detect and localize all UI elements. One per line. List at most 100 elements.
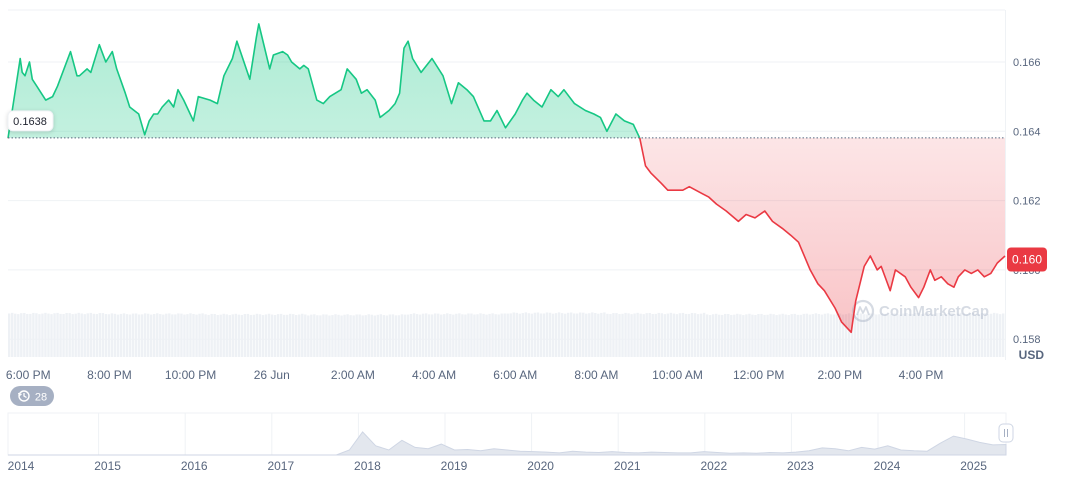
volume-bar xyxy=(301,313,304,357)
volume-bar xyxy=(128,314,132,357)
volume-bar xyxy=(89,312,92,357)
volume-bar xyxy=(59,313,62,357)
volume-bar xyxy=(542,313,546,357)
volume-bar xyxy=(340,315,343,357)
volume-bar xyxy=(796,314,799,357)
volume-bar xyxy=(606,313,609,357)
volume-bar xyxy=(38,314,41,357)
volume-bar xyxy=(793,313,796,357)
volume-bar xyxy=(639,313,642,357)
navigator-handle[interactable] xyxy=(998,423,1014,443)
volume-bar xyxy=(917,313,920,357)
volume-bar xyxy=(850,313,854,357)
volume-bar xyxy=(225,314,228,357)
volume-bar xyxy=(802,313,805,357)
volume-bar xyxy=(32,312,35,357)
volume-bar xyxy=(352,315,355,357)
price-area xyxy=(8,23,1005,333)
volume-bar xyxy=(938,312,941,357)
volume-bar xyxy=(391,314,395,357)
volume-bar xyxy=(446,313,449,357)
volume-bar xyxy=(627,313,630,357)
volume-bar xyxy=(781,313,784,357)
volume-bar xyxy=(980,313,984,357)
volume-bar xyxy=(449,313,452,357)
volume-bar xyxy=(95,314,99,357)
volume-bar xyxy=(841,314,845,357)
volume-bar xyxy=(657,312,660,357)
y-tick-label: 0.162 xyxy=(1013,196,1041,208)
volume-bar xyxy=(757,314,760,357)
navigator-year-label: 2019 xyxy=(441,459,468,473)
volume-bar xyxy=(666,313,670,357)
volume-bar xyxy=(201,313,204,357)
volume-bar xyxy=(285,314,289,357)
volume-bar xyxy=(869,313,872,357)
volume-bar xyxy=(890,313,893,357)
volume-bar xyxy=(717,314,721,357)
volume-bar xyxy=(433,313,437,357)
range-navigator[interactable]: 2014 2015 2016 2017 2018 2019 2020 2021 2022 2023… xyxy=(7,412,1014,473)
volume-bar xyxy=(291,314,295,357)
volume-bar xyxy=(473,314,476,357)
volume-bar xyxy=(246,313,250,357)
volume-bar xyxy=(760,313,763,357)
volume-bar xyxy=(591,312,594,357)
volume-bar xyxy=(14,313,17,357)
y-tick-label: 0.166 xyxy=(1013,57,1041,69)
x-tick-label: 26 Jun xyxy=(254,368,290,382)
volume-bar xyxy=(288,313,292,357)
y-axis: 0.158 0.160 0.162 0.164 0.166 xyxy=(1013,57,1041,346)
volume-bar xyxy=(814,313,818,357)
volume-bar xyxy=(612,313,615,357)
volume-bar xyxy=(113,313,117,357)
volume-bar xyxy=(331,315,334,357)
volume-bar xyxy=(388,314,392,357)
volume-bar xyxy=(458,313,461,357)
navigator-year-label: 2023 xyxy=(787,459,814,473)
volume-bar xyxy=(455,313,458,357)
volume-bar xyxy=(663,314,667,357)
volume-bar xyxy=(944,313,947,357)
volume-bar xyxy=(319,315,322,357)
volume-bar xyxy=(896,314,899,357)
volume-bar xyxy=(174,314,177,357)
volume-bar xyxy=(908,313,911,357)
volume-bar xyxy=(364,315,367,357)
volume-bar xyxy=(11,312,14,357)
volume-bar xyxy=(642,314,645,357)
history-count: 28 xyxy=(35,392,47,404)
volume-bar xyxy=(566,312,570,357)
volume-bar xyxy=(231,314,234,357)
volume-bar xyxy=(189,313,192,357)
volume-bar xyxy=(866,314,869,357)
history-badge[interactable]: 28 xyxy=(10,386,54,406)
volume-bar xyxy=(998,314,1002,357)
volume-bar xyxy=(887,314,890,357)
current-price-badge: 0.160 xyxy=(1007,247,1047,272)
volume-bar xyxy=(872,313,875,357)
volume-bar xyxy=(766,314,769,357)
volume-bar xyxy=(461,314,464,357)
volume-bar xyxy=(482,313,485,357)
volume-bar xyxy=(711,314,715,357)
volume-bar xyxy=(884,313,887,357)
coinmarketcap-watermark: CoinMarketCap xyxy=(851,299,989,323)
volume-bar xyxy=(264,314,268,357)
volume-bar xyxy=(228,315,231,357)
volume-bar xyxy=(693,313,697,357)
volume-bar xyxy=(615,313,618,357)
volume-bar xyxy=(276,314,280,357)
volume-bar xyxy=(219,314,222,357)
volume-bar xyxy=(563,313,567,357)
volume-bar xyxy=(104,314,108,357)
volume-bar xyxy=(137,314,141,357)
volume-bar xyxy=(835,313,839,357)
volume-bar xyxy=(977,314,981,357)
volume-bar xyxy=(267,313,271,357)
volume-bar xyxy=(705,314,709,357)
volume-bar xyxy=(609,314,612,357)
volume-bar xyxy=(379,314,383,357)
volume-bar xyxy=(153,314,156,357)
navigator-year-label: 2018 xyxy=(354,459,381,473)
